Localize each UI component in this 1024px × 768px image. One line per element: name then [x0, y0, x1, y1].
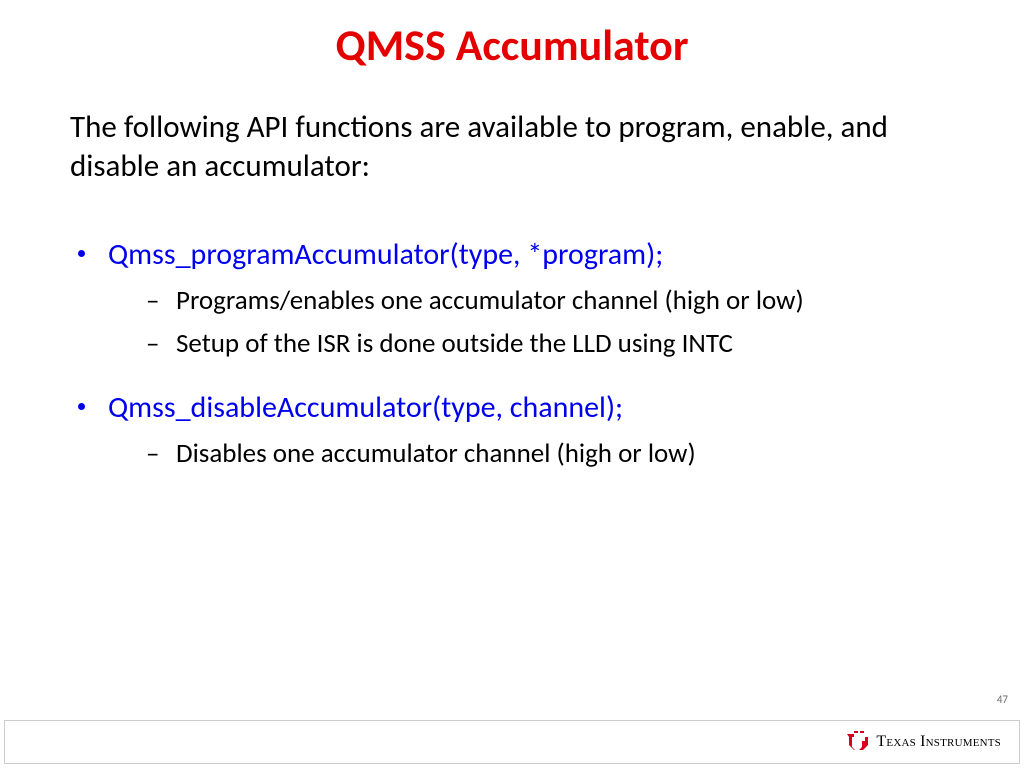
sub-text: Setup of the ISR is done outside the LLD…: [176, 327, 733, 360]
slide-title: QMSS Accumulator: [0, 18, 1024, 72]
page-number: 47: [997, 693, 1008, 706]
brand-logo: Texas Instruments: [844, 731, 1001, 753]
intro-text: The following API functions are availabl…: [70, 108, 954, 186]
slide: QMSS Accumulator The following API funct…: [0, 0, 1024, 768]
bullet-dot-icon: [78, 403, 85, 410]
ti-chip-icon: [844, 731, 870, 753]
sub-bullet-item: – Disables one accumulator channel (high…: [146, 437, 964, 471]
bullet-list: Qmss_programAccumulator(type, *program);…: [70, 236, 964, 498]
dash-icon: –: [146, 327, 159, 361]
sub-text: Programs/enables one accumulator channel…: [176, 284, 804, 317]
api-function: Qmss_programAccumulator(type, *program);: [108, 236, 663, 273]
dash-icon: –: [146, 437, 159, 471]
brand-name: Texas Instruments: [876, 733, 1001, 751]
bullet-dot-icon: [78, 250, 85, 257]
sub-text: Disables one accumulator channel (high o…: [176, 437, 696, 470]
dash-icon: –: [146, 284, 159, 318]
bullet-item: Qmss_programAccumulator(type, *program);: [70, 236, 964, 274]
footer-bar: Texas Instruments: [4, 720, 1020, 764]
sub-bullet-item: – Programs/enables one accumulator chann…: [146, 284, 964, 318]
sub-list: – Programs/enables one accumulator chann…: [70, 284, 964, 362]
bullet-item: Qmss_disableAccumulator(type, channel);: [70, 389, 964, 427]
api-function: Qmss_disableAccumulator(type, channel);: [108, 389, 623, 426]
sub-list: – Disables one accumulator channel (high…: [70, 437, 964, 471]
sub-bullet-item: – Setup of the ISR is done outside the L…: [146, 327, 964, 361]
